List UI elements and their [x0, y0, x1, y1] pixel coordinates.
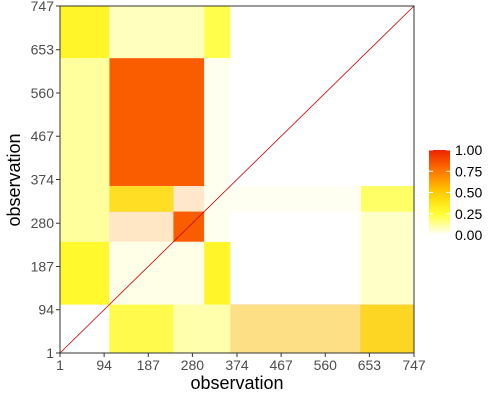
heatmap-block-4: [60, 241, 110, 305]
heatmap-block-mirror-4: [109, 304, 174, 353]
heatmap-block-7: [204, 6, 231, 59]
x-tick-label: 187: [137, 357, 161, 373]
x-tick-label: 747: [402, 357, 426, 373]
legend-tick-label: 0.25: [455, 206, 482, 222]
y-tick-label: 560: [31, 85, 55, 101]
x-axis: 1 94 187 280 374 467 560 653 747: [56, 353, 426, 373]
legend-colorbar: [429, 150, 450, 235]
heatmap-block-mirror-5: [360, 304, 414, 353]
legend-tick-label: 0.50: [455, 185, 482, 201]
heatmap-cells: [60, 6, 414, 353]
y-tick-label: 94: [38, 302, 54, 318]
y-tick-label: 467: [31, 128, 55, 144]
x-tick-label: 280: [181, 357, 205, 373]
x-tick-label: 467: [269, 357, 293, 373]
heatmap-block-mirror-7: [360, 186, 414, 212]
heatmap-block-5: [60, 6, 110, 59]
heatmap-block-mirror-3: [173, 304, 361, 353]
y-tick-label: 653: [31, 42, 55, 58]
y-tick-label: 747: [31, 0, 55, 14]
y-tick-label: 374: [31, 172, 55, 188]
legend-tick-label: 0.00: [455, 227, 482, 243]
heatmap-block-mirror-6: [360, 211, 414, 305]
x-tick-label: 1: [56, 357, 64, 373]
x-tick-label: 653: [358, 357, 382, 373]
y-tick-label: 280: [31, 215, 55, 231]
heatmap-block-mirror-8: [109, 186, 174, 212]
legend-tick-label: 0.75: [455, 163, 482, 179]
legend-tick-label: 1.00: [455, 142, 482, 158]
heatmap-block-3: [60, 58, 110, 242]
heatmap-diagonal: [59, 5, 415, 354]
x-tick-label: 94: [96, 357, 112, 373]
x-axis-title: observation: [190, 373, 283, 393]
heatmap-block-9: [204, 58, 231, 242]
heatmap-block-8: [204, 241, 231, 305]
color-legend: 0.00 0.25 0.50 0.75 1.00: [429, 142, 482, 243]
y-tick-label: 187: [31, 258, 55, 274]
heatmap-block-6: [109, 6, 205, 59]
x-tick-label: 560: [314, 357, 338, 373]
y-axis: 1 94 187 280 374 467 560 653 747: [31, 0, 60, 361]
heatmap-block-mirror-2: [109, 211, 174, 305]
y-axis-title: observation: [4, 133, 24, 226]
y-tick-label: 1: [46, 345, 54, 361]
heatmap-block-mirror-9: [173, 186, 361, 212]
x-tick-label: 374: [225, 357, 249, 373]
